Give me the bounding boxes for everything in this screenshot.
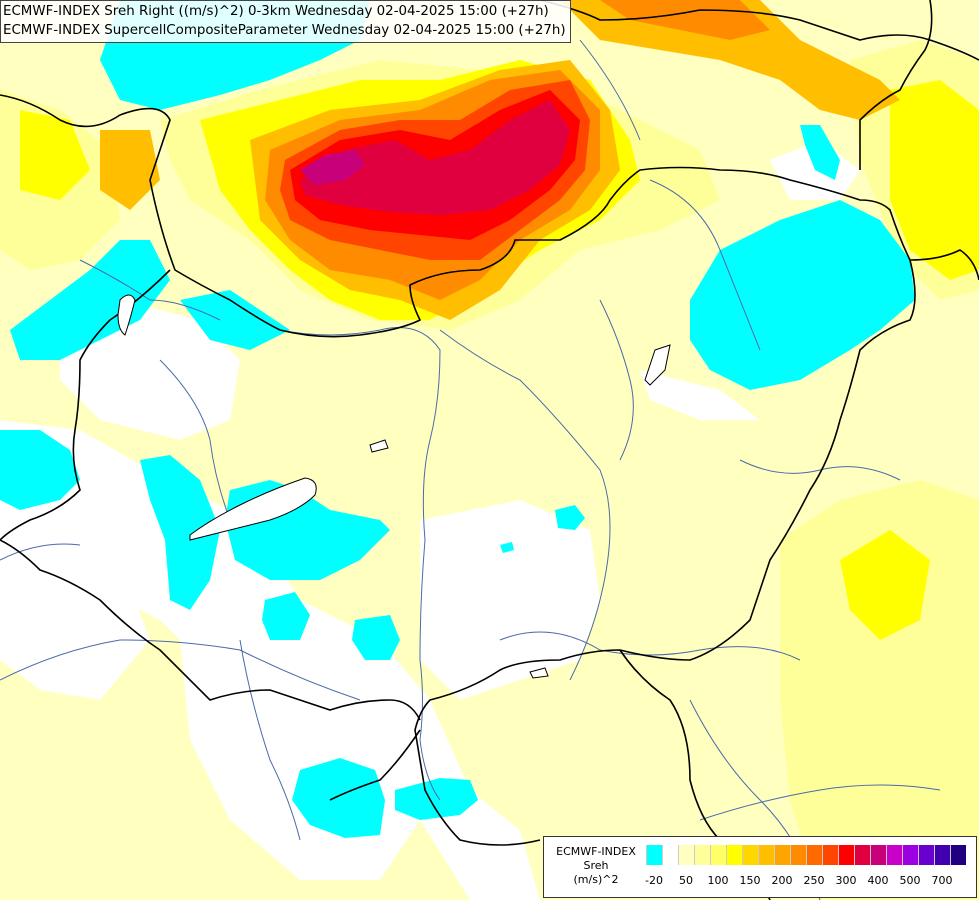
legend-swatch	[902, 845, 918, 865]
legend-ticks: -20 50 100 150 200 250 300 400 500 700	[645, 874, 976, 890]
legend-swatch	[790, 845, 806, 865]
legend-swatch	[662, 845, 678, 865]
color-legend: ECMWF-INDEX Sreh (m/s)^2 -20 50 100 150 200 2…	[543, 836, 977, 898]
legend-swatch	[886, 845, 902, 865]
magenta-area	[300, 150, 365, 185]
legend-swatch	[726, 845, 742, 865]
legend-tick-label: 500	[899, 874, 921, 887]
map-title-box: ECMWF-INDEX Sreh Right ((m/s)^2) 0-3km W…	[0, 0, 571, 43]
legend-swatch	[838, 845, 854, 865]
legend-swatch	[774, 845, 790, 865]
map-title-line-2: ECMWF-INDEX SupercellCompositeParameter …	[3, 23, 566, 38]
legend-swatch	[758, 845, 774, 865]
legend-swatch	[806, 845, 822, 865]
map-title-line-1: ECMWF-INDEX Sreh Right ((m/s)^2) 0-3km W…	[3, 4, 549, 19]
legend-tick-label: 700	[931, 874, 953, 887]
legend-label-line-2: Sreh	[583, 859, 609, 872]
legend-swatches	[646, 845, 966, 867]
legend-swatch	[646, 845, 662, 865]
legend-label-line-3: (m/s)^2	[573, 873, 619, 886]
legend-swatch	[710, 845, 726, 865]
legend-tick-label: 50	[679, 874, 693, 887]
legend-swatch	[934, 845, 950, 865]
crimson-areas	[300, 100, 570, 215]
legend-swatch	[742, 845, 758, 865]
legend-tick-label: 250	[803, 874, 825, 887]
legend-label-line-1: ECMWF-INDEX	[556, 845, 636, 858]
legend-tick-label: -20	[645, 874, 663, 887]
legend-tick-label: 150	[739, 874, 761, 887]
legend-swatch	[918, 845, 934, 865]
lakes	[117, 294, 671, 679]
legend-swatch	[870, 845, 886, 865]
legend-swatch	[950, 845, 966, 865]
legend-tick-label: 300	[835, 874, 857, 887]
legend-tick-label: 200	[771, 874, 793, 887]
legend-tick-label: 400	[867, 874, 889, 887]
legend-swatch	[678, 845, 694, 865]
legend-swatch	[694, 845, 710, 865]
legend-tick-label: 100	[707, 874, 729, 887]
legend-label: ECMWF-INDEX Sreh (m/s)^2	[548, 845, 644, 887]
legend-swatch	[854, 845, 870, 865]
legend-swatch	[822, 845, 838, 865]
